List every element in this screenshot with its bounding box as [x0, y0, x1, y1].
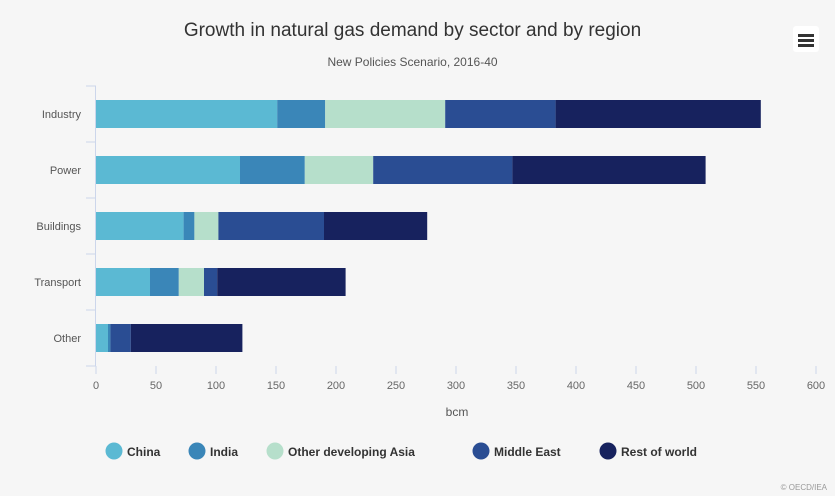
bar-segment — [204, 268, 218, 296]
legend-symbol — [188, 442, 206, 460]
x-tick-label: 100 — [207, 380, 225, 392]
bar-segment — [324, 212, 428, 240]
bar-segment — [277, 100, 326, 128]
x-tick-label: 300 — [447, 380, 465, 392]
category-label: Buildings — [36, 221, 81, 233]
legend-symbol — [599, 442, 617, 460]
bar-segment — [512, 156, 706, 184]
bar-segment — [150, 268, 179, 296]
legend-item-label: Middle East — [494, 445, 561, 459]
bar-segment — [178, 268, 204, 296]
bar-segment — [304, 156, 374, 184]
x-tick-label: 350 — [507, 380, 525, 392]
category-label: Other — [53, 333, 81, 345]
bar-segment — [445, 100, 556, 128]
legend-item-label: Other developing Asia — [288, 445, 415, 459]
x-tick-label: 50 — [150, 380, 162, 392]
chart-title: Growth in natural gas demand by sector a… — [183, 20, 642, 41]
bar-segment — [96, 268, 150, 296]
x-axis-title: bcm — [446, 405, 469, 419]
category-label: Transport — [34, 277, 81, 289]
chart-menu-button[interactable] — [793, 26, 819, 52]
category-label: Industry — [42, 109, 82, 121]
x-tick-label: 150 — [267, 380, 285, 392]
category-label: Power — [50, 165, 82, 177]
bar-segment — [325, 100, 446, 128]
bar-segment — [96, 156, 240, 184]
bar-segment — [110, 324, 131, 352]
x-tick-label: 450 — [627, 380, 645, 392]
bar-segment — [130, 324, 243, 352]
bar-segment — [240, 156, 305, 184]
x-tick-label: 200 — [327, 380, 345, 392]
bar-segment — [217, 268, 346, 296]
x-tick-label: 600 — [807, 380, 825, 392]
bar-segment — [108, 324, 111, 352]
x-tick-label: 550 — [747, 380, 765, 392]
bar-segment — [373, 156, 513, 184]
bar-segment — [96, 212, 184, 240]
x-tick-label: 500 — [687, 380, 705, 392]
x-tick-label: 250 — [387, 380, 405, 392]
legend-item-label: China — [127, 445, 161, 459]
x-tick-label: 0 — [93, 380, 99, 392]
bar-segment — [96, 324, 108, 352]
bar-segment — [183, 212, 195, 240]
credits: © OECD/IEA — [780, 483, 827, 492]
bar-segment — [218, 212, 324, 240]
bar-segment — [96, 100, 278, 128]
legend-item-label: Rest of world — [621, 445, 697, 459]
chart-subtitle: New Policies Scenario, 2016-40 — [327, 55, 498, 69]
legend-symbol — [472, 442, 490, 460]
bar-segment — [194, 212, 219, 240]
legend-symbol — [105, 442, 123, 460]
bar-segment — [555, 100, 761, 128]
legend-item-label: India — [210, 445, 238, 459]
x-tick-label: 400 — [567, 380, 585, 392]
legend-symbol — [266, 442, 284, 460]
